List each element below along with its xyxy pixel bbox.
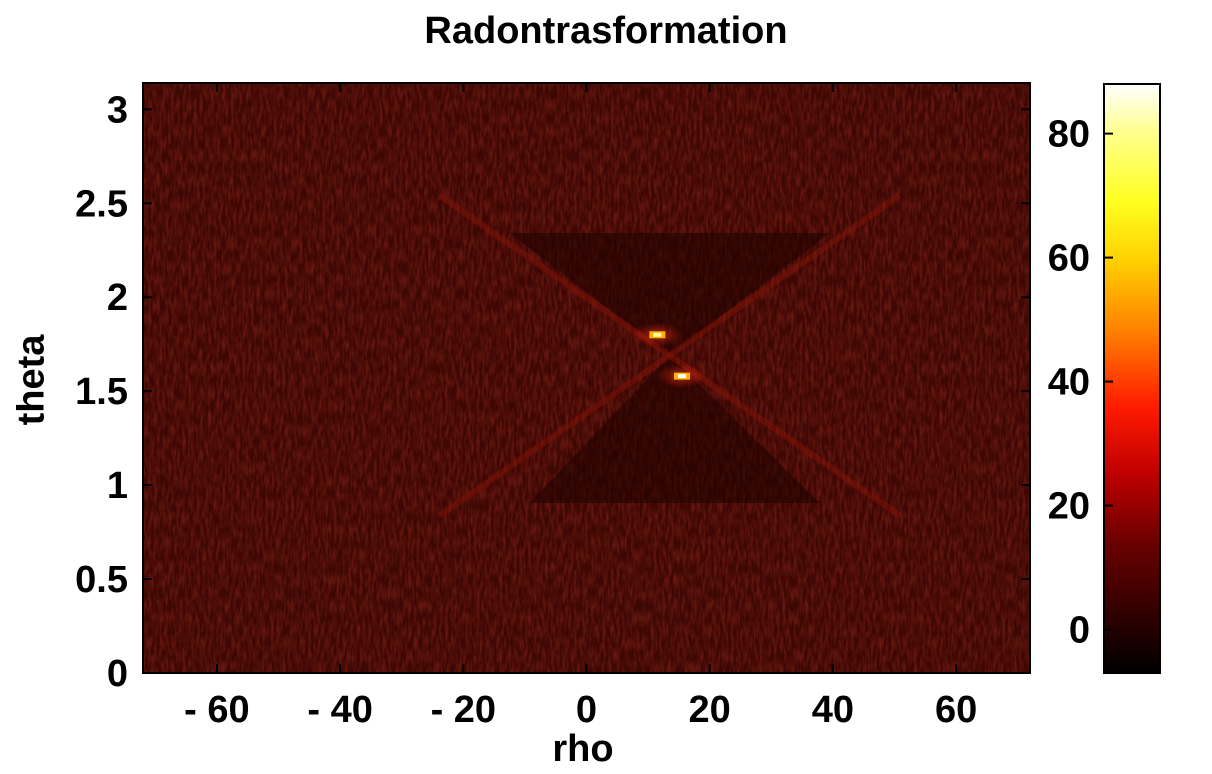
chart-title: Radontrasformation: [424, 10, 788, 52]
x-tick-label: 20: [689, 689, 731, 731]
x-tick-label: 40: [812, 689, 854, 731]
diagonal-streak-1: [437, 192, 902, 518]
heatmap-texture: [143, 83, 1030, 673]
dark-wedge-lower: [529, 355, 820, 503]
x-axis-label: rho: [552, 728, 614, 770]
colorbar-tick-label: 0: [1069, 610, 1090, 652]
colorbar-ticks: 0 20 40 60 80: [1048, 114, 1113, 652]
colorbar-tick-label: 20: [1048, 486, 1090, 528]
y-tick-label: 0: [107, 653, 128, 695]
peak-core: [677, 374, 686, 379]
y-axis-ticks: 0 0.5 1 1.5 2 2.5 3: [75, 89, 1030, 695]
y-tick-label: 3: [107, 89, 128, 131]
heatmap-peaks: [631, 322, 708, 389]
x-tick-label: - 60: [184, 689, 249, 731]
x-tick-label: - 40: [307, 689, 372, 731]
y-tick-label: 1: [107, 465, 128, 507]
heatmap-plot-area: [142, 82, 1031, 674]
colorbar-gradient: [1103, 83, 1161, 674]
colorbar-tick-label: 60: [1048, 238, 1090, 280]
colorbar-tick-label: 80: [1048, 114, 1090, 156]
x-tick-label: 0: [576, 689, 597, 731]
peak-core: [653, 332, 662, 337]
diagonal-streak-2: [437, 192, 902, 518]
colorbar-tick-label: 40: [1048, 362, 1090, 404]
y-tick-label: 2: [107, 277, 128, 319]
y-tick-label: 1.5: [75, 371, 128, 413]
heatmap-x-structure: [437, 192, 902, 518]
y-tick-label: 2.5: [75, 183, 128, 225]
x-tick-label: - 20: [431, 689, 496, 731]
colorbar: 0 20 40 60 80: [1048, 83, 1161, 674]
x-tick-label: 60: [935, 689, 977, 731]
dark-wedge-upper: [509, 233, 830, 356]
y-tick-label: 0.5: [75, 559, 128, 601]
x-axis-ticks: - 60 - 40 - 20 0 20 40 60: [184, 83, 977, 731]
